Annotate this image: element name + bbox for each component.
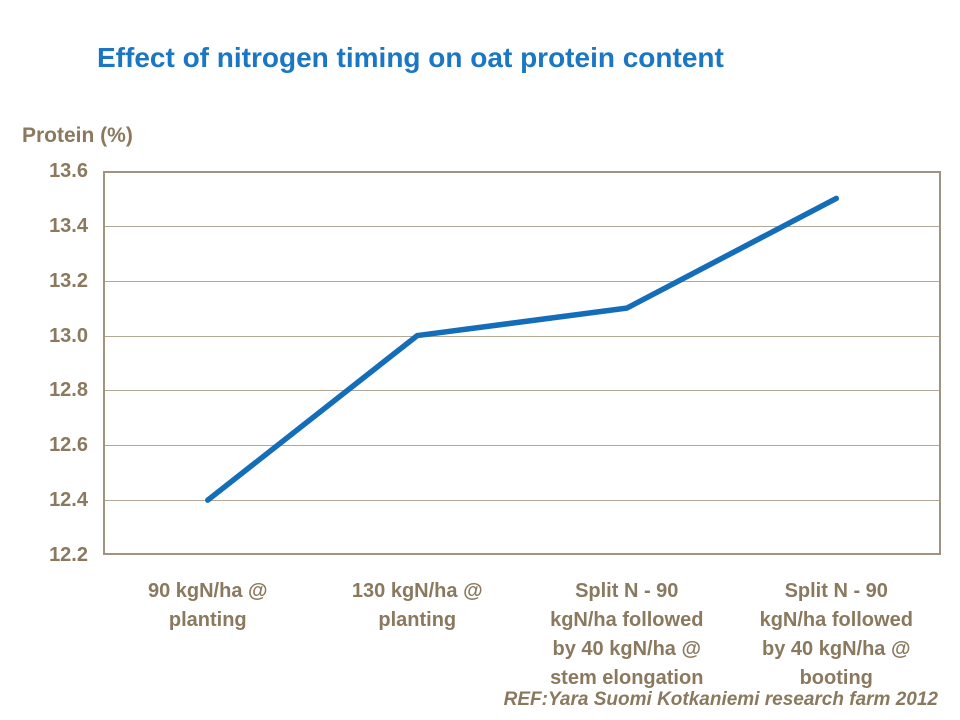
y-tick-label: 12.8 [49, 379, 88, 402]
y-tick-label: 13.6 [49, 160, 88, 182]
gridline [105, 500, 939, 502]
y-tick-label: 13.4 [49, 214, 88, 237]
reference-footnote: REF:Yara Suomi Kotkaniemi research farm … [503, 689, 938, 710]
x-axis-label: Split N - 90 kgN/ha followed by 40 kgN/h… [759, 580, 913, 689]
gridline [105, 445, 939, 447]
gridline [105, 390, 939, 392]
y-tick-label: 12.4 [49, 489, 88, 512]
plot-area [103, 171, 941, 555]
gridline [105, 335, 939, 337]
y-tick-label: 13.2 [49, 269, 88, 292]
gridline [105, 225, 939, 227]
x-axis-label: Split N - 90 kgN/ha followed by 40 kgN/h… [550, 580, 704, 689]
chart-title: Effect of nitrogen timing on oat protein… [97, 42, 724, 73]
y-tick-label: 12.6 [49, 434, 88, 457]
y-tick-label: 13.0 [49, 324, 88, 347]
y-axis-title: Protein (%) [22, 124, 133, 147]
x-axis-label: 130 kgN/ha @ planting [351, 580, 483, 631]
y-tick-label: 12.2 [49, 544, 88, 566]
gridline [105, 280, 939, 282]
x-axis-label: 90 kgN/ha @ planting [147, 580, 268, 631]
